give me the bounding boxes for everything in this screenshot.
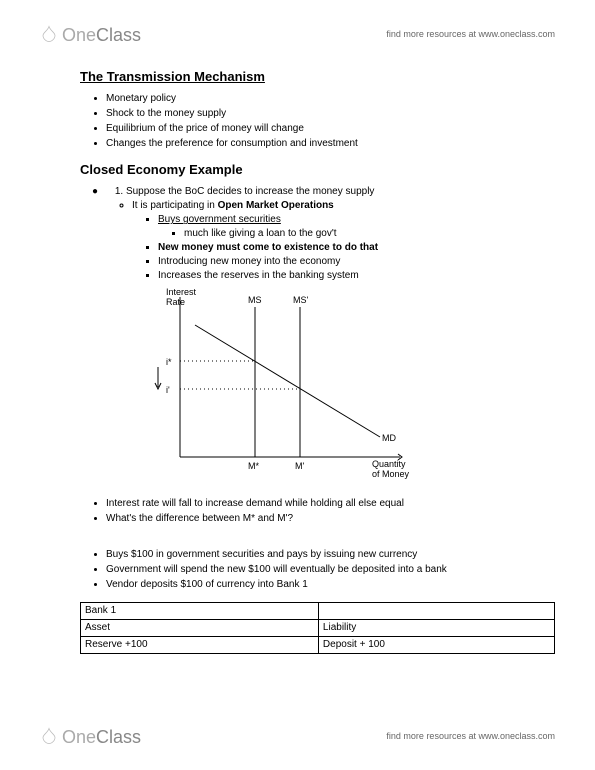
cell: Liability: [318, 620, 554, 637]
text-bold: Open Market Operations: [218, 200, 334, 211]
page-footer: OneClass find more resources at www.onec…: [0, 716, 595, 756]
mstar-label: M*: [248, 461, 259, 471]
list-item: What's the difference between M* and M'?: [106, 512, 555, 526]
iprime-label: i': [166, 385, 170, 395]
cell: [318, 603, 554, 620]
list-item: Introducing new money into the economy: [158, 255, 555, 269]
list-item: Interest rate will fall to increase dema…: [106, 497, 555, 511]
leaf-icon: [40, 25, 58, 43]
xlabel2: of Money: [372, 469, 410, 479]
bank-table: Bank 1 Asset Liability Reserve +100 Depo…: [80, 602, 555, 654]
list-item: Increases the reserves in the banking sy…: [158, 269, 555, 283]
brand-text-one: One: [62, 727, 96, 748]
section2-title: Closed Economy Example: [80, 161, 555, 179]
footer-tagline: find more resources at www.oneclass.com: [386, 731, 555, 741]
leaf-icon: [40, 727, 58, 745]
cell: Reserve +100: [81, 637, 319, 654]
table-row: Asset Liability: [81, 620, 555, 637]
list-item: New money must come to existence to do t…: [158, 241, 555, 255]
list-item: Buys $100 in government securities and p…: [106, 548, 555, 562]
ylabel2: Rate: [166, 297, 185, 307]
text: It is participating in: [132, 200, 218, 211]
md-line: [195, 325, 380, 437]
page-content: The Transmission Mechanism Monetary poli…: [80, 68, 555, 654]
cell: Bank 1: [81, 603, 319, 620]
after-chart-list-2: Buys $100 in government securities and p…: [80, 548, 555, 592]
table-row: Reserve +100 Deposit + 100: [81, 637, 555, 654]
table-row: Bank 1: [81, 603, 555, 620]
section1-list: Monetary policy Shock to the money suppl…: [80, 92, 555, 151]
list-item: It is participating in Open Market Opera…: [132, 199, 555, 283]
text-underline: Buys government securities: [158, 214, 281, 225]
section2-list: ● 1. Suppose the BoC decides to increase…: [80, 185, 555, 283]
list-item: Government will spend the new $100 will …: [106, 563, 555, 577]
mprime-label: M': [295, 461, 304, 471]
text: 1. Suppose the BoC decides to increase t…: [115, 186, 375, 197]
page-header: OneClass find more resources at www.onec…: [0, 14, 595, 54]
brand-logo-footer: OneClass: [40, 725, 141, 748]
list-item: much like giving a loan to the gov't: [184, 227, 555, 241]
section1-title: The Transmission Mechanism: [80, 68, 555, 86]
brand-text-class: Class: [96, 727, 141, 748]
list-item: ● 1. Suppose the BoC decides to increase…: [106, 185, 555, 283]
cell: Asset: [81, 620, 319, 637]
ylabel: Interest: [166, 287, 197, 297]
list-item: Equilibrium of the price of money will c…: [106, 122, 555, 136]
list-item: Buys government securities much like giv…: [158, 213, 555, 241]
brand-text-class: Class: [96, 25, 141, 46]
istar-label: i*: [166, 357, 172, 367]
list-item: Shock to the money supply: [106, 107, 555, 121]
msp-label: MS': [293, 295, 309, 305]
cell: Deposit + 100: [318, 637, 554, 654]
header-tagline: find more resources at www.oneclass.com: [386, 29, 555, 39]
md-label: MD: [382, 433, 396, 443]
money-supply-chart: Interest Rate Quantity of Money MS MS' M…: [140, 287, 450, 487]
list-item: Vendor deposits $100 of currency into Ba…: [106, 578, 555, 592]
list-item: Changes the preference for consumption a…: [106, 137, 555, 151]
ms-label: MS: [248, 295, 262, 305]
after-chart-list-1: Interest rate will fall to increase dema…: [80, 497, 555, 526]
xlabel: Quantity: [372, 459, 406, 469]
text-bold: New money must come to existence to do t…: [158, 242, 378, 253]
list-item: Monetary policy: [106, 92, 555, 106]
brand-logo: OneClass: [40, 23, 141, 46]
brand-text-one: One: [62, 25, 96, 46]
